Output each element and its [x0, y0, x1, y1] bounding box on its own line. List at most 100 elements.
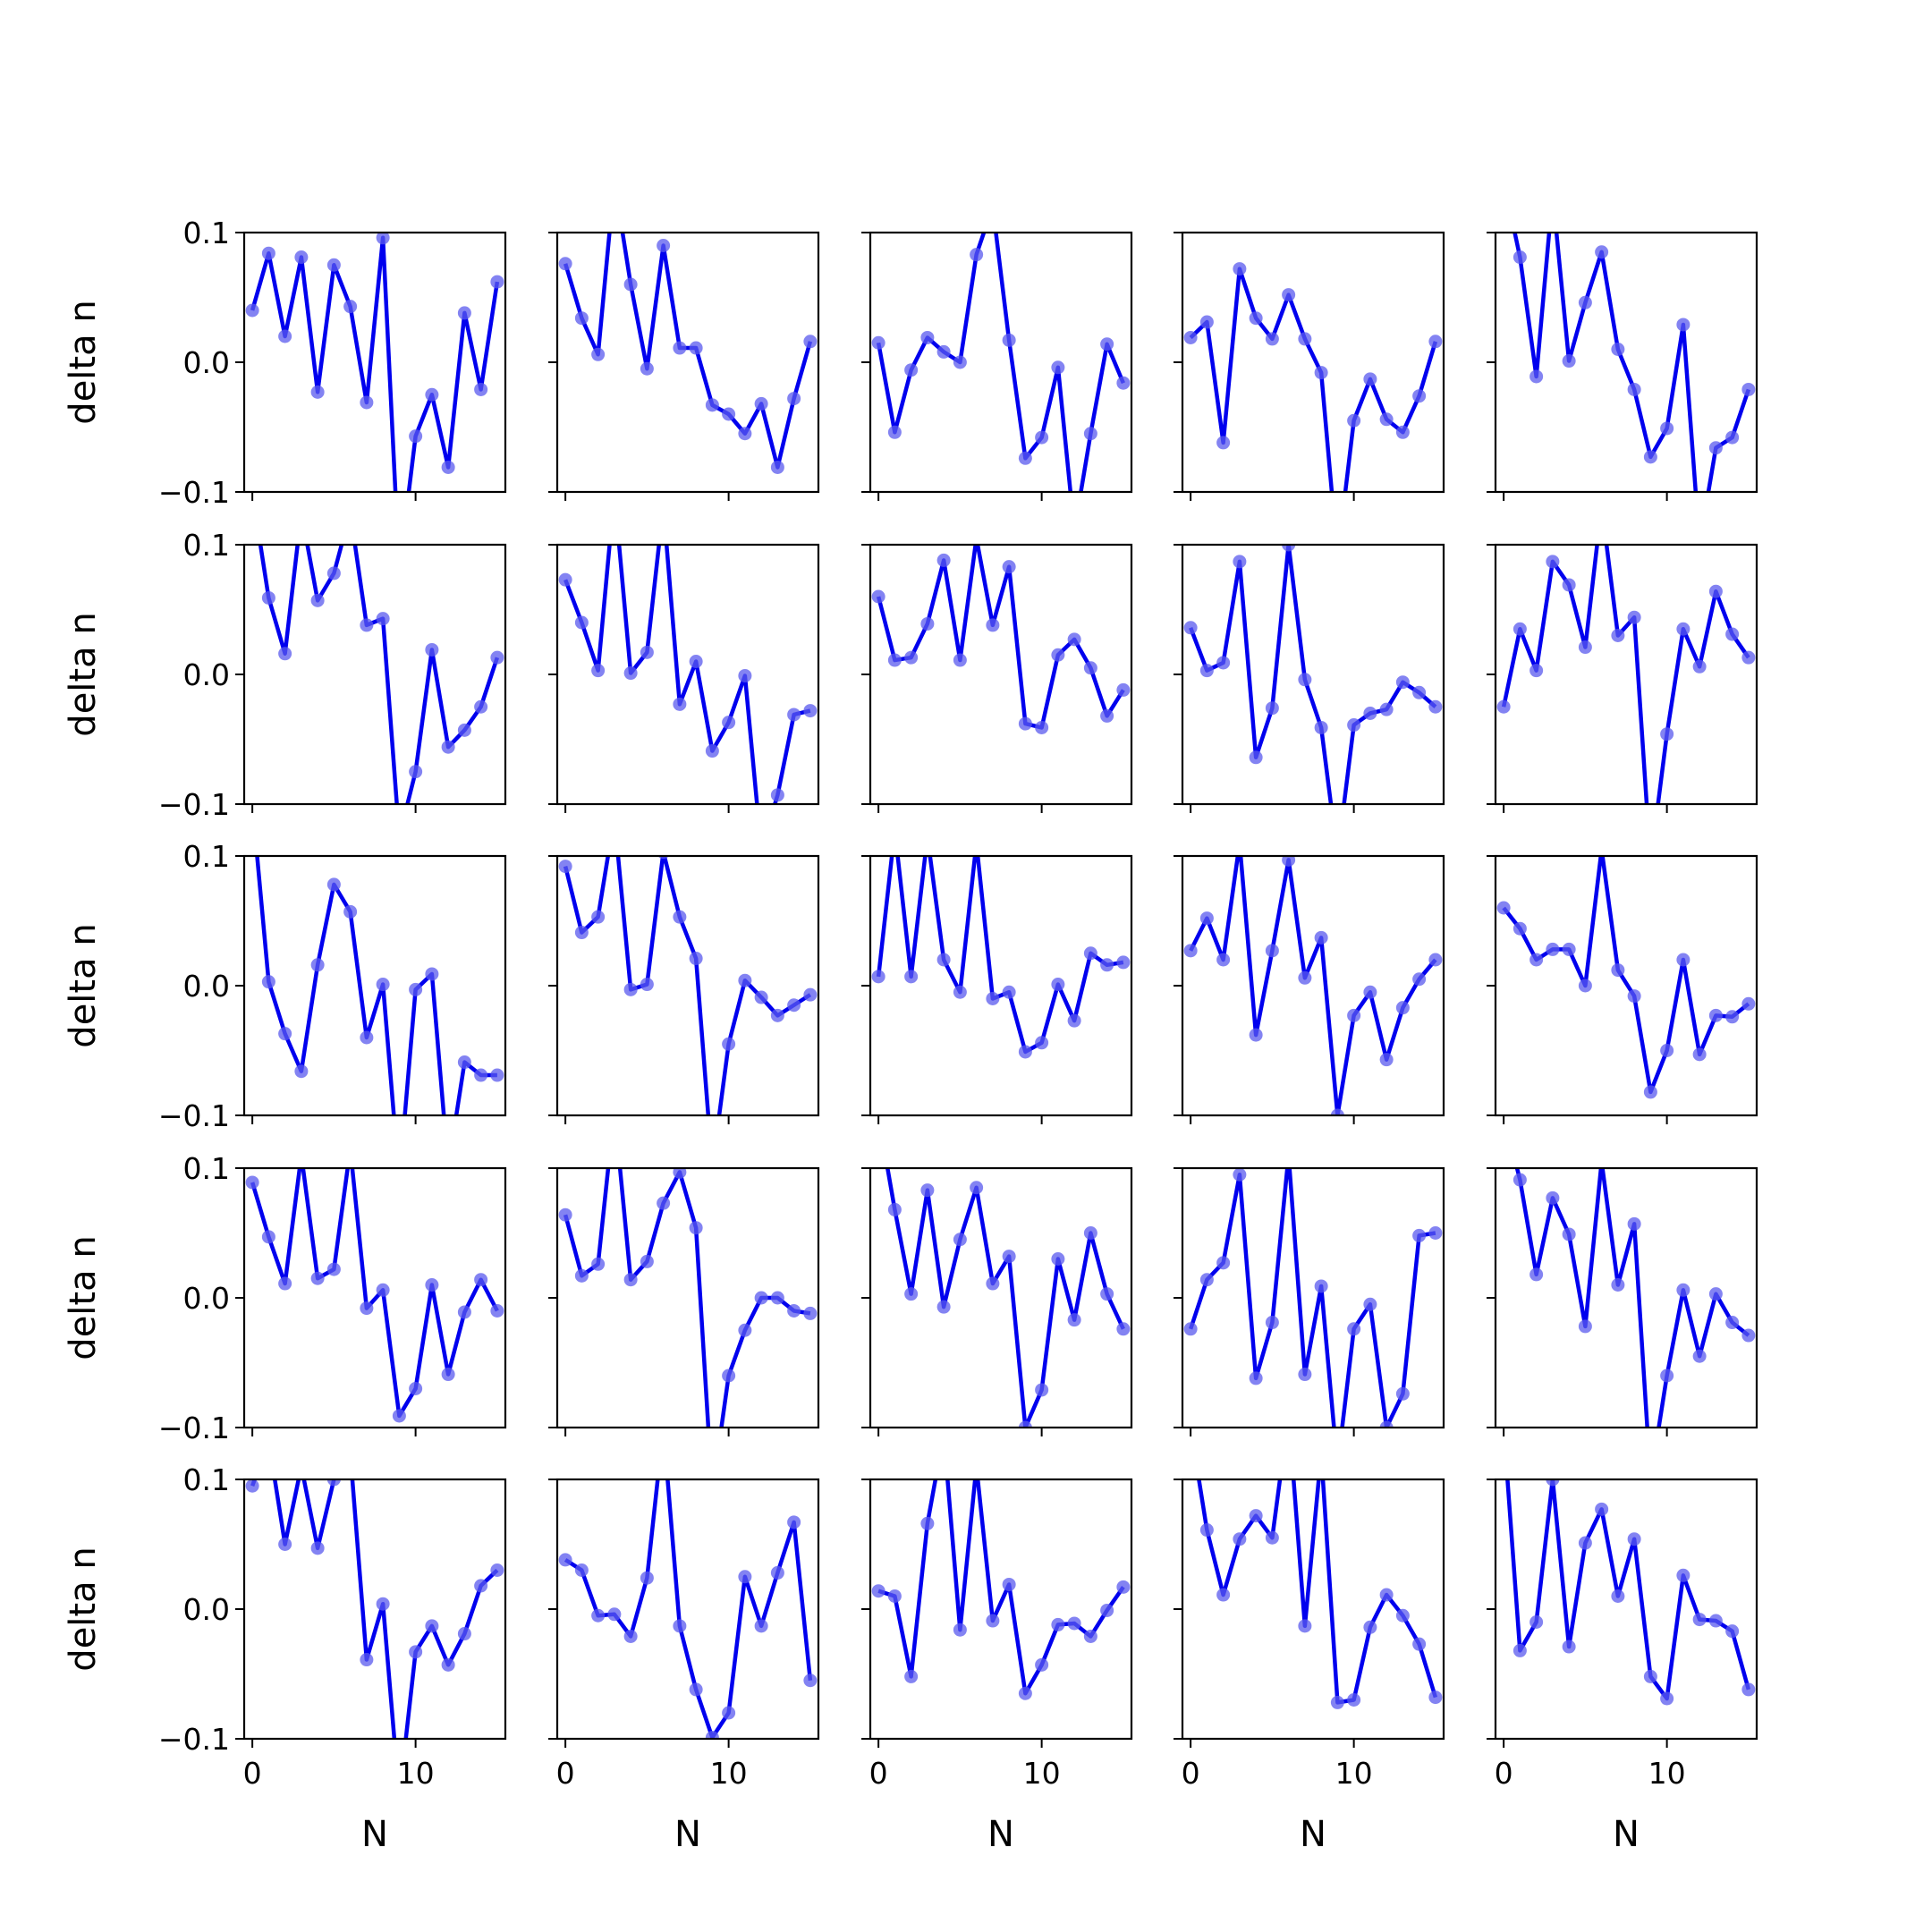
data-point [871, 970, 886, 984]
data-point [1199, 1273, 1214, 1287]
data-point [936, 1300, 951, 1314]
data-point [1347, 1008, 1361, 1022]
data-point [1412, 1228, 1427, 1242]
data-point [1562, 354, 1576, 369]
axes-frame [1494, 1478, 1758, 1741]
data-point [441, 740, 455, 754]
data-point [425, 642, 439, 657]
data-point [457, 1305, 471, 1319]
series-line [1189, 545, 1437, 804]
data-point [1627, 382, 1641, 396]
data-point [706, 1486, 719, 1499]
data-point [1741, 1682, 1756, 1697]
data-point [360, 618, 374, 632]
data-point [1347, 1693, 1361, 1707]
data-point [1363, 985, 1377, 999]
data-point [1725, 1316, 1740, 1330]
data-point [1708, 1287, 1723, 1301]
data-point [986, 618, 1000, 632]
data-point [1741, 382, 1756, 396]
data-point [310, 1541, 325, 1555]
subplot-r1-c3 [861, 200, 1133, 501]
plot-area [1496, 856, 1756, 1099]
data-point [1513, 622, 1527, 636]
data-point [974, 545, 979, 546]
data-point [1216, 1256, 1231, 1270]
data-point [1627, 989, 1641, 1004]
data-point [1660, 1691, 1674, 1706]
subplot-r5-c1: 0 10 −0.1 0.0 0.1 delta n N [63, 1434, 507, 1855]
data-point [1018, 1686, 1032, 1700]
data-point [425, 1278, 439, 1292]
data-point [558, 1553, 572, 1567]
data-point [441, 1368, 455, 1382]
data-point [1035, 430, 1049, 445]
y-axis-label: delta n [63, 1546, 104, 1671]
data-point [1676, 953, 1690, 967]
data-point [803, 1674, 818, 1688]
data-point [326, 1262, 341, 1276]
data-point [409, 1382, 423, 1395]
data-point [689, 341, 703, 355]
data-point [294, 1148, 308, 1162]
data-point [1412, 1637, 1427, 1651]
data-point [1183, 1322, 1198, 1336]
data-point [689, 655, 703, 668]
axes-frame [1181, 231, 1445, 494]
data-point [262, 1434, 275, 1447]
data-point [1116, 376, 1131, 390]
data-point [803, 704, 818, 718]
data-point [558, 257, 572, 271]
data-point [904, 1287, 919, 1301]
y-tick-label: 0.1 [183, 839, 230, 874]
plot-area [1496, 545, 1756, 804]
data-point [1051, 1617, 1065, 1631]
data-point [245, 1479, 259, 1493]
data-point [1265, 1530, 1279, 1545]
data-point [657, 499, 670, 513]
data-point [657, 239, 671, 252]
data-point [1298, 1368, 1312, 1382]
data-point [574, 1563, 589, 1577]
data-point [425, 967, 439, 981]
subplot-r4-c4 [1174, 1166, 1445, 1436]
data-point [343, 1142, 357, 1156]
data-point [953, 355, 967, 369]
data-point [441, 1657, 455, 1672]
data-point [1595, 1502, 1609, 1516]
data-point [1002, 333, 1016, 347]
data-point [474, 699, 488, 714]
data-point [904, 650, 919, 665]
data-point [953, 653, 967, 667]
data-point [1578, 1536, 1592, 1550]
data-point [261, 246, 275, 260]
data-point [673, 341, 687, 355]
plot-area [1183, 545, 1443, 804]
axes-frame [242, 854, 507, 1117]
y-tick-label: 0.1 [183, 1462, 230, 1497]
data-point [1643, 1085, 1657, 1099]
data-point [278, 1538, 292, 1551]
data-point [937, 1428, 951, 1441]
data-point [1265, 332, 1279, 346]
data-point [490, 650, 504, 665]
series-line [885, 1168, 1125, 1428]
data-point [558, 1208, 572, 1222]
data-point [673, 1619, 687, 1633]
data-point [591, 664, 606, 678]
data-point [1428, 699, 1443, 714]
data-point [920, 616, 935, 631]
data-point [294, 505, 308, 519]
data-point [640, 978, 654, 992]
plot-area [558, 233, 818, 474]
data-point [1741, 1328, 1756, 1343]
data-point [1051, 648, 1065, 662]
axes-frame [242, 231, 507, 494]
data-point [1035, 1036, 1049, 1050]
data-point [1216, 1588, 1231, 1602]
data-point [591, 347, 606, 361]
y-tick-label: 0.0 [183, 1592, 230, 1627]
data-point [1412, 972, 1427, 987]
data-point [986, 200, 999, 214]
data-point [261, 590, 275, 605]
